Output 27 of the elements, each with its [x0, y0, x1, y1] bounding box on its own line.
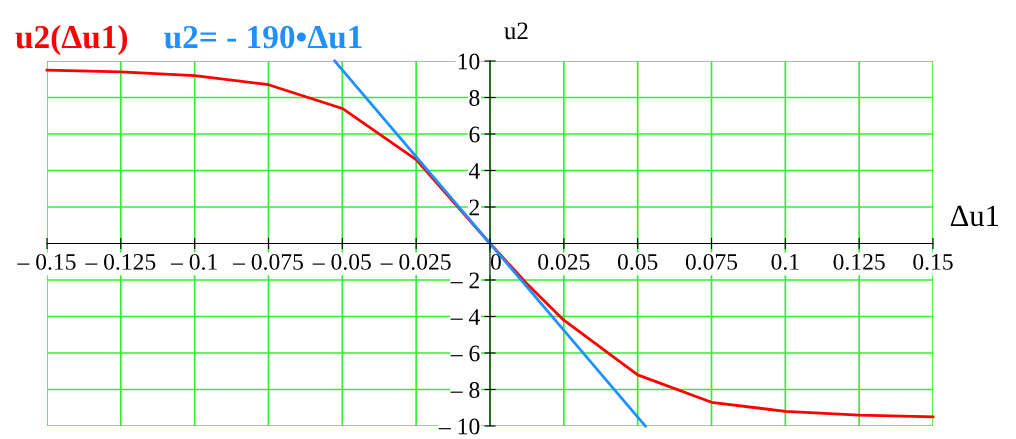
y-tick-label: 10 [458, 53, 480, 70]
x-tick-label: 0.1 [771, 253, 799, 270]
y-tick-label: 6 [469, 126, 480, 143]
x-tick-label: – 0.1 [170, 253, 217, 270]
y-tick-label: – 4 [450, 309, 480, 325]
x-tick-label: 0.075 [685, 253, 738, 270]
y-tick-label: 4 [468, 163, 480, 179]
series-label: u2= - 190•Δu1 [164, 25, 362, 49]
series-label: u2(Δu1) [15, 24, 128, 56]
x-tick-label: – 0.05 [312, 253, 371, 270]
x-tick-label: 0.15 [913, 253, 953, 270]
y-tick-label: 8 [469, 89, 480, 106]
x-tick-label: – 0.15 [17, 253, 76, 270]
y-tick-label: – 10 [438, 418, 480, 435]
x-tick-label: – 0.075 [232, 253, 303, 270]
x-tick-label: 0 [490, 253, 501, 270]
y-tick-label: 2 [469, 199, 479, 216]
x-tick-label: 0.125 [833, 253, 885, 270]
x-tick-label: 0.05 [617, 253, 658, 270]
y-axis-title: u2 [504, 22, 528, 40]
y-tick-label: – 6 [450, 345, 480, 362]
y-tick-label: – 2 [450, 272, 479, 289]
x-tick-label: – 0.025 [380, 253, 451, 270]
x-tick-label: 0.025 [538, 253, 590, 270]
x-tick-label: – 0.125 [85, 253, 156, 270]
y-tick-label: – 8 [450, 381, 480, 398]
x-axis-title: Δu1 [950, 205, 999, 227]
